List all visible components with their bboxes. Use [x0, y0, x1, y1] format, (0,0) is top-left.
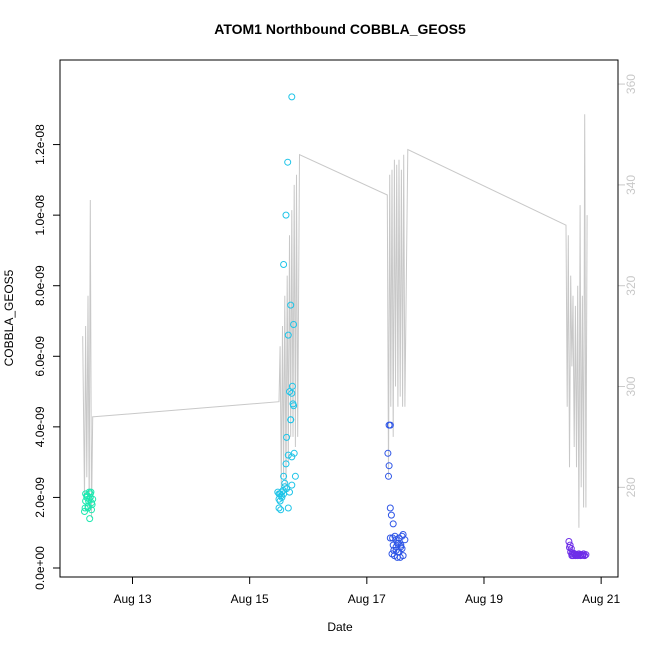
- data-point: [397, 541, 405, 549]
- data-point: [287, 301, 295, 309]
- data-point: [84, 504, 92, 512]
- data-point: [290, 449, 298, 457]
- scatter-points-layer: [81, 93, 590, 561]
- data-point: [290, 321, 298, 328]
- y-tick-label: 4.0e-09: [33, 406, 47, 447]
- data-point: [288, 93, 296, 101]
- data-point: [280, 472, 288, 480]
- data-point: [399, 552, 407, 560]
- data-point: [384, 449, 392, 457]
- data-point: [401, 536, 409, 544]
- x-tick-label: Aug 19: [465, 592, 503, 606]
- data-point: [288, 382, 296, 390]
- data-point: [582, 551, 590, 559]
- data-point: [276, 497, 284, 505]
- data-point: [275, 490, 283, 498]
- data-point: [288, 481, 296, 489]
- data-point: [391, 532, 399, 540]
- x-tick-label: Aug 15: [231, 592, 269, 606]
- right-y-tick-label: 300: [624, 376, 638, 396]
- data-point: [277, 506, 285, 514]
- data-point: [283, 433, 291, 441]
- data-point: [288, 453, 296, 461]
- data-point: [291, 472, 299, 480]
- y-tick-label: 0.0e+00: [33, 546, 47, 590]
- data-point: [83, 492, 91, 500]
- data-point: [88, 501, 96, 508]
- right-y-tick-label: 340: [624, 175, 638, 195]
- x-tick-label: Aug 17: [348, 592, 386, 606]
- data-point: [288, 389, 296, 397]
- x-tick-label: Aug 21: [582, 592, 620, 606]
- right-y-tick-label: 360: [624, 74, 638, 94]
- data-point: [387, 511, 395, 519]
- y-tick-label: 8.0e-09: [33, 265, 47, 306]
- data-point: [284, 158, 292, 166]
- data-point: [290, 402, 298, 410]
- data-point: [394, 548, 402, 556]
- data-point: [81, 508, 88, 515]
- data-point: [579, 551, 587, 559]
- y-tick-label: 1.2e-08: [33, 124, 47, 165]
- data-point: [386, 421, 394, 429]
- y-tick-label: 6.0e-09: [33, 336, 47, 377]
- data-point: [86, 515, 94, 523]
- x-axis-label: Date: [327, 620, 353, 634]
- chart-title: ATOM1 Northbound COBBLA_GEOS5: [214, 21, 466, 37]
- right-y-tick-label: 320: [624, 275, 638, 295]
- data-point: [275, 504, 283, 512]
- data-point: [280, 261, 288, 268]
- data-point: [389, 520, 397, 528]
- data-point: [395, 539, 402, 547]
- data-point: [284, 331, 292, 339]
- data-point: [386, 534, 394, 542]
- data-point: [282, 211, 290, 219]
- data-point: [281, 483, 289, 491]
- y-tick-label: 1.0e-08: [33, 194, 47, 235]
- data-point: [284, 504, 292, 512]
- data-point: [385, 472, 392, 480]
- right-y-tick-label: 280: [624, 477, 638, 497]
- x-tick-label: Aug 13: [113, 592, 151, 606]
- plot-frame: [59, 59, 619, 578]
- data-point: [282, 460, 290, 468]
- data-point: [287, 416, 295, 424]
- data-point: [85, 495, 93, 503]
- data-point: [87, 488, 95, 496]
- data-point: [385, 462, 393, 470]
- y-tick-label: 2.0e-09: [33, 477, 47, 518]
- y-axis-label: COBBLA_GEOS5: [2, 269, 16, 366]
- data-point: [386, 504, 394, 512]
- right-axis-series-line: [82, 114, 588, 528]
- data-point: [390, 546, 398, 554]
- axes-layer: Aug 13 Aug 15 Aug 17 Aug 19 Aug 21 0.0e+00 2.0…: [33, 74, 638, 606]
- right-axis-line-layer: [82, 114, 588, 528]
- data-point: [81, 504, 89, 512]
- data-point: [566, 544, 573, 551]
- data-point: [88, 506, 95, 514]
- data-point: [571, 550, 579, 558]
- data-point: [286, 488, 293, 496]
